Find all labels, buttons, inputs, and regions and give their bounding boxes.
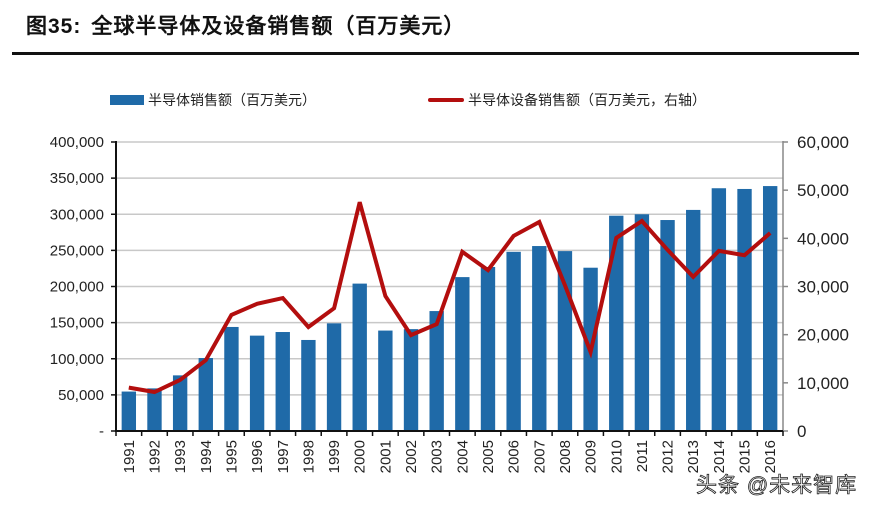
figure-number: 图35:: [26, 15, 82, 38]
right-axis-label: 40,000: [797, 229, 849, 248]
x-axis-label: 1991: [121, 440, 138, 473]
title-divider: [12, 52, 859, 55]
x-axis-label: 2005: [480, 440, 497, 473]
x-axis-label: 1993: [172, 440, 189, 473]
bar-2002: [403, 329, 419, 431]
x-axis-label: 2012: [660, 440, 677, 473]
bar-2001: [378, 330, 393, 431]
bar-2013: [686, 209, 701, 431]
right-axis-label: 10,000: [797, 374, 849, 393]
bar-2016: [762, 186, 778, 431]
x-axis-label: 1992: [146, 440, 163, 473]
figure-title-text: 全球半导体及设备销售额（百万美元）: [91, 15, 466, 38]
bar-2005: [480, 266, 496, 431]
left-axis-label: 250,000: [50, 242, 104, 259]
left-axis-label: 300,000: [50, 206, 104, 223]
right-axis-label: 0: [797, 422, 806, 441]
bar-1992: [147, 388, 162, 431]
x-axis-label: 2009: [583, 440, 600, 473]
bar-2011: [634, 214, 650, 431]
bar-1994: [198, 358, 213, 431]
x-axis-labels: 1991 1992 1993 1994 1995 1996 1997 1998 1999 2000…: [121, 440, 779, 473]
bar-2003: [429, 311, 444, 431]
x-axis-label: 1995: [223, 440, 240, 473]
legend-item-bar: 半导体销售额（百万美元）: [110, 90, 316, 110]
bar-2015: [737, 188, 752, 431]
left-axis-label: 350,000: [50, 170, 104, 187]
watermark: 头条 @未来智库: [696, 474, 858, 498]
axes: [111, 141, 788, 436]
right-axis-labels: 0 10,000 20,000 30,000 40,000 50,000 60,000: [797, 133, 849, 441]
x-axis-label: 2000: [352, 440, 369, 473]
x-axis-label: 2007: [531, 440, 548, 473]
legend-label-bar: 半导体销售额（百万美元）: [148, 92, 316, 108]
left-axis-label: 200,000: [50, 279, 104, 296]
right-axis-label: 60,000: [797, 133, 849, 152]
legend-item-line: 半导体设备销售额（百万美元，右轴）: [428, 90, 706, 110]
x-axis-label: 2011: [634, 440, 651, 472]
x-axis-label: 1997: [275, 440, 292, 473]
x-axis-label: 1994: [198, 440, 215, 473]
left-axis-label: -: [99, 423, 104, 440]
bar-2007: [532, 246, 547, 431]
bar-2010: [609, 215, 624, 431]
left-axis-label: 100,000: [50, 351, 104, 368]
bar-1999: [326, 323, 342, 431]
x-axis-label: 2006: [506, 440, 523, 473]
x-axis-label: 2013: [685, 440, 702, 473]
left-axis-labels: - 50,000 100,000 150,000 200,000 250,000 300,0…: [50, 134, 104, 440]
x-axis-label: 2004: [454, 440, 471, 473]
bar-1996: [249, 335, 265, 431]
bar-1995: [224, 326, 239, 431]
x-axis-label: 1996: [249, 440, 266, 473]
bar-1991: [121, 391, 137, 431]
x-axis-label: 1998: [300, 440, 317, 473]
x-axis-label: 1999: [326, 440, 343, 473]
legend-label-line: 半导体设备销售额（百万美元，右轴）: [468, 92, 706, 108]
bar-1997: [275, 332, 290, 431]
left-axis-label: 50,000: [58, 387, 104, 404]
figure-title: 图35: 全球半导体及设备销售额（百万美元）: [26, 10, 465, 40]
right-axis-label: 20,000: [797, 326, 849, 345]
x-axis-label: 2001: [377, 440, 394, 473]
x-axis-label: 2008: [557, 440, 574, 473]
left-axis-label: 150,000: [50, 315, 104, 332]
bar-2000: [352, 283, 367, 431]
x-axis-label: 2010: [608, 440, 625, 473]
right-axis-label: 30,000: [797, 278, 849, 297]
x-axis-label: 2015: [737, 440, 754, 473]
line-equipment-sales: [128, 201, 772, 395]
line-series: [128, 201, 772, 395]
legend-swatch-bar: [110, 95, 144, 105]
bar-2006: [506, 251, 521, 431]
x-axis-label: 2016: [762, 440, 779, 473]
bar-1998: [301, 339, 316, 431]
x-axis-label: 2014: [711, 440, 728, 473]
bar-2012: [660, 220, 675, 431]
bar-2004: [455, 277, 470, 431]
bar-1993: [172, 375, 188, 431]
bar-2014: [711, 188, 727, 431]
right-axis-label: 50,000: [797, 181, 849, 200]
x-axis-label: 2003: [429, 440, 446, 473]
legend-swatch-line: [428, 98, 464, 102]
left-axis-label: 400,000: [50, 134, 104, 151]
x-axis-label: 2002: [403, 440, 420, 473]
